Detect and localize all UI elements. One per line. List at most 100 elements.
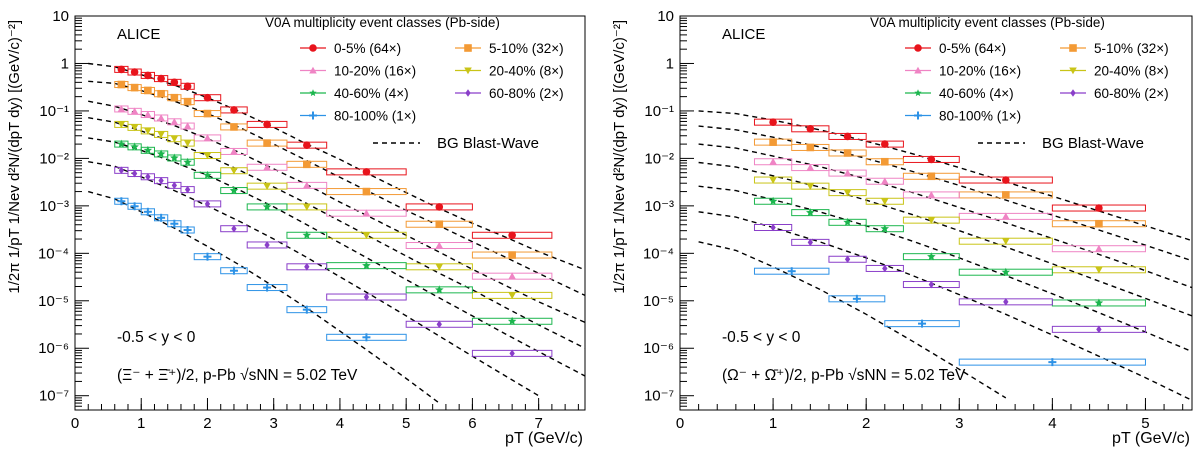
marker-triangle-down — [881, 198, 889, 206]
marker-circle — [117, 65, 126, 74]
series-2 — [114, 105, 553, 280]
marker-triangle-down — [806, 183, 815, 190]
series-0 — [114, 65, 553, 240]
marker-square — [230, 123, 238, 131]
marker-triangle-down — [303, 203, 311, 211]
marker-star — [262, 202, 272, 211]
marker-circle — [508, 231, 516, 240]
x-tick-label: 3 — [955, 415, 963, 432]
marker-triangle-down — [183, 140, 192, 147]
marker-triangle-up — [309, 66, 317, 74]
marker-star — [914, 89, 922, 97]
particle-label: (Ξ⁻ + Ξ̄⁺)/2, p-Pb √sNN = 5.02 TeV — [117, 367, 358, 384]
marker-triangle-down — [144, 127, 152, 135]
marker-star — [1094, 298, 1104, 307]
x-tick-label: 2 — [203, 415, 211, 432]
marker-circle — [435, 203, 444, 211]
marker-triangle-down — [263, 183, 271, 190]
y-tick-label: 10⁻⁶ — [643, 340, 674, 357]
marker-square — [117, 80, 126, 89]
fit-legend-label: BG Blast-Wave — [1042, 135, 1144, 152]
marker-circle — [130, 68, 139, 76]
marker-triangle-up — [362, 209, 371, 217]
marker-triangle-up — [157, 114, 165, 122]
y-tick-label: 10⁻² — [39, 150, 69, 167]
legend-label: 20-40% (8×) — [1094, 64, 1169, 79]
marker-star — [302, 230, 312, 239]
legend-label: 80-100% (1×) — [334, 109, 416, 124]
marker-square — [183, 97, 192, 106]
marker-star — [435, 285, 444, 294]
y-tick-label: 10⁻⁶ — [38, 340, 69, 357]
legend-title: V0A multiplicity event classes (Pb-side) — [265, 15, 500, 30]
marker-star — [229, 186, 239, 195]
series-2 — [753, 157, 1146, 253]
marker-square — [1002, 191, 1010, 199]
marker-triangle-down — [230, 167, 238, 175]
marker-circle — [1095, 204, 1103, 212]
marker-triangle-up — [769, 157, 777, 165]
marker-triangle-down — [508, 292, 516, 300]
legend-label: 0-5% (64×) — [334, 41, 401, 56]
marker-diamond — [304, 262, 310, 271]
legend-title: V0A multiplicity event classes (Pb-side) — [870, 15, 1105, 30]
marker-diamond — [145, 172, 151, 181]
marker-square — [170, 93, 179, 102]
fit-curve — [698, 125, 1193, 262]
marker-star — [1001, 267, 1011, 276]
marker-diamond — [807, 238, 813, 247]
marker-circle — [230, 106, 238, 114]
x-tick-label: 4 — [336, 415, 344, 432]
marker-circle — [927, 155, 936, 164]
fit-curve — [698, 185, 1193, 353]
fit-curve — [88, 80, 586, 297]
experiment-label: ALICE — [117, 26, 160, 43]
marker-diamond — [204, 200, 211, 208]
marker-star — [362, 261, 371, 270]
marker-circle — [303, 141, 311, 149]
marker-star — [927, 252, 936, 261]
legend-label: 80-100% (1×) — [939, 109, 1021, 124]
marker-square — [362, 187, 371, 196]
marker-circle — [309, 44, 317, 52]
marker-triangle-down — [1095, 266, 1103, 274]
x-axis: 0 1 2 3 4 5 — [676, 398, 1184, 432]
x-tick-label: 5 — [1141, 415, 1149, 432]
x-tick-label: 3 — [270, 415, 278, 432]
y-tick-label: 10⁻⁷ — [39, 388, 69, 405]
marker-triangle-up — [914, 66, 922, 74]
legend: 0-5% (64×) 5-10% (32×) 10-20% (16×) 20-40% … — [905, 41, 1169, 152]
x-tick-label: 1 — [769, 415, 777, 432]
legend-label: 10-20% (16×) — [939, 64, 1021, 79]
marker-triangle-up — [843, 169, 852, 177]
marker-circle — [157, 74, 165, 83]
marker-diamond — [436, 320, 442, 329]
rapidity-label: -0.5 < y < 0 — [722, 329, 801, 346]
marker-diamond — [118, 166, 125, 175]
marker-star — [130, 142, 139, 151]
marker-star — [170, 153, 179, 162]
marker-star — [309, 89, 317, 97]
experiment-label: ALICE — [722, 26, 765, 43]
fit-curve — [88, 100, 586, 324]
marker-square — [806, 143, 815, 152]
marker-square — [303, 160, 311, 169]
marker-star — [143, 145, 153, 154]
marker-diamond — [1003, 298, 1009, 306]
x-tick-label: 4 — [1048, 415, 1056, 432]
marker-triangle-up — [203, 134, 212, 141]
marker-circle — [881, 140, 889, 148]
marker-diamond — [158, 176, 164, 185]
y-tick-label: 10⁻⁷ — [644, 388, 674, 405]
y-tick-label: 1 — [666, 55, 674, 72]
marker-circle — [183, 82, 192, 91]
fit-curve — [698, 161, 1193, 317]
marker-star — [156, 149, 166, 158]
series-6 — [753, 267, 1146, 367]
marker-diamond — [171, 181, 178, 190]
marker-circle — [914, 44, 922, 52]
marker-circle — [769, 118, 777, 126]
marker-triangle-down — [203, 152, 212, 160]
y-tick-label: 10⁻⁴ — [38, 245, 69, 262]
